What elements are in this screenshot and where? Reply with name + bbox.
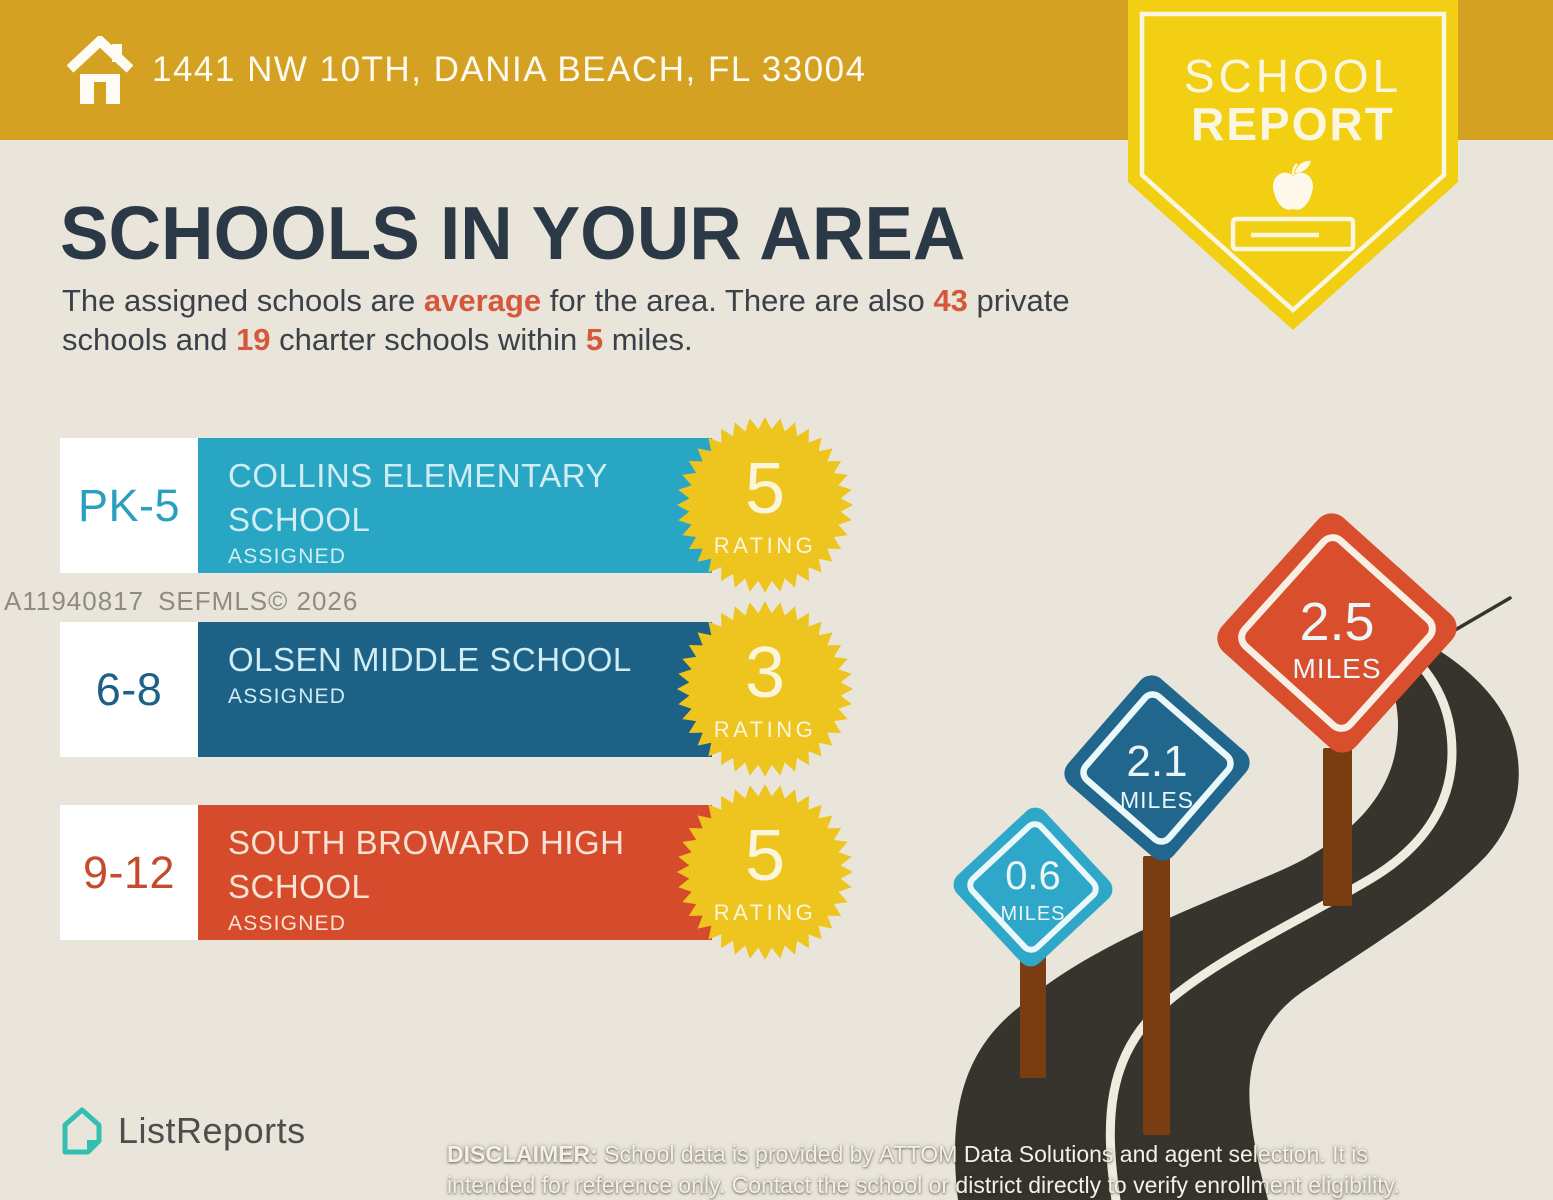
school-row-middle: 6-8 OLSEN MIDDLE SCHOOL ASSIGNED 3 RATIN… [0, 601, 900, 777]
rating-label: RATING [714, 533, 816, 558]
listreports-brand: ListReports [60, 1106, 306, 1156]
radius-miles: 5 [585, 322, 604, 358]
charter-school-count: 19 [236, 322, 271, 358]
sign-post [1323, 748, 1352, 906]
rating-starburst: 5 RATING [677, 417, 853, 593]
rating-value: 5 [745, 449, 785, 529]
home-icon [66, 36, 134, 104]
badge-line1: SCHOOL [1184, 50, 1402, 102]
grade-range: 9-12 [60, 805, 198, 940]
distance-unit: MILES [1120, 787, 1194, 813]
listreports-house-icon [62, 1107, 102, 1155]
distance-sign-0-6: 0.6 MILES [953, 807, 1113, 967]
school-name: SOUTH BROWARD HIGH SCHOOL [228, 824, 625, 906]
rating-starburst: 3 RATING [677, 601, 853, 777]
school-bar: SOUTH BROWARD HIGH SCHOOL ASSIGNED [198, 805, 712, 940]
distance-value: 2.5 [1299, 592, 1374, 652]
school-row-elementary: PK-5 COLLINS ELEMENTARY SCHOOL ASSIGNED … [0, 417, 900, 593]
school-bar: COLLINS ELEMENTARY SCHOOL ASSIGNED [198, 438, 712, 573]
school-row-high: 9-12 SOUTH BROWARD HIGH SCHOOL ASSIGNED … [0, 784, 900, 960]
distance-sign-2-1: 2.1 MILES [1064, 675, 1250, 861]
school-name: COLLINS ELEMENTARY SCHOOL [228, 457, 608, 539]
page-title: SCHOOLS IN YOUR AREA [60, 191, 966, 275]
rating-value: 5 [745, 816, 785, 896]
intro-accent: average [423, 283, 542, 318]
grade-range: PK-5 [60, 438, 198, 573]
distance-unit: MILES [1292, 653, 1381, 684]
rating-starburst: 5 RATING [677, 784, 853, 960]
grade-range: 6-8 [60, 622, 198, 757]
badge-line2: REPORT [1191, 98, 1395, 150]
distance-value: 2.1 [1126, 737, 1187, 786]
brand-name: ListReports [118, 1110, 306, 1151]
assigned-label: ASSIGNED [228, 685, 347, 709]
sign-post [1143, 856, 1170, 1135]
rating-label: RATING [714, 900, 816, 925]
rating-value: 3 [745, 633, 785, 713]
school-report-badge: SCHOOL REPORT [1128, 0, 1458, 330]
sign-post [1020, 952, 1046, 1078]
school-name: OLSEN MIDDLE SCHOOL [228, 641, 632, 678]
assigned-label: ASSIGNED [228, 912, 347, 936]
assigned-label: ASSIGNED [228, 545, 347, 569]
mls-watermark: A11940817 SEFMLS© 2026 [4, 586, 359, 616]
apple-on-book-icon [1230, 160, 1356, 252]
distance-unit: MILES [1000, 903, 1065, 925]
rating-label: RATING [714, 717, 816, 742]
property-address: 1441 NW 10TH, DANIA BEACH, FL 33004 [152, 50, 867, 89]
intro-text: The assigned schools are average for the… [62, 283, 1070, 358]
distance-sign-2-5: 2.5 MILES [1217, 513, 1457, 753]
school-bar: OLSEN MIDDLE SCHOOL ASSIGNED [198, 622, 712, 757]
private-school-count: 43 [933, 283, 968, 318]
disclaimer-text: DISCLAIMER: School data is provided by A… [447, 1141, 1400, 1199]
road-shape [955, 624, 1519, 1200]
distance-value: 0.6 [1005, 854, 1061, 898]
